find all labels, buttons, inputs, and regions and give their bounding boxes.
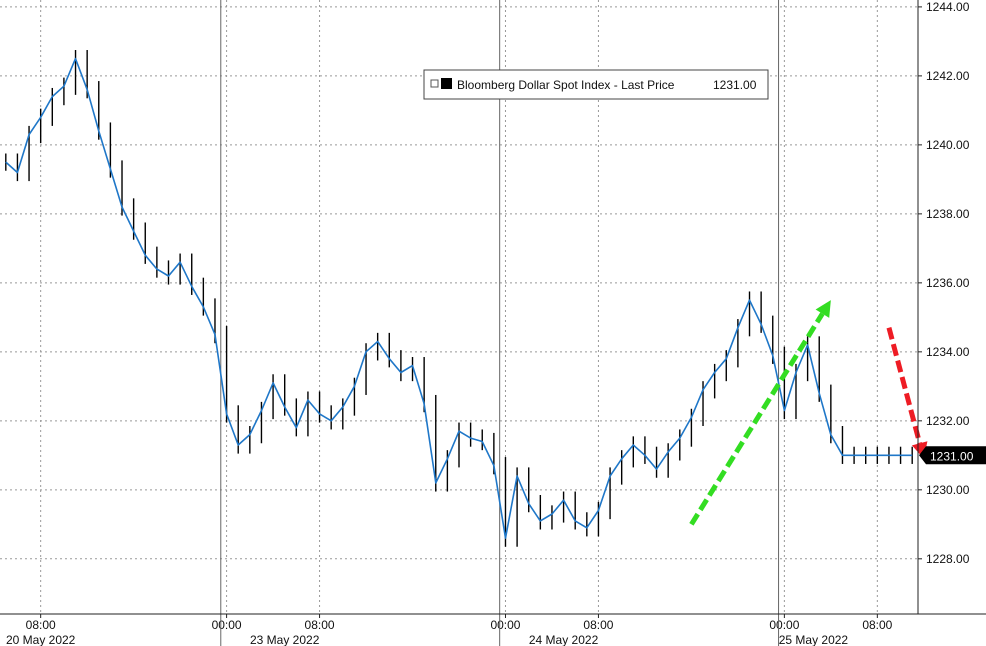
y-tick-label: 1240.00 bbox=[926, 138, 970, 152]
trend-arrow-shaft bbox=[689, 312, 825, 526]
x-date-label: 24 May 2022 bbox=[529, 633, 599, 646]
x-date-label: 20 May 2022 bbox=[6, 633, 76, 646]
x-tick-label: 08:00 bbox=[26, 618, 56, 632]
legend-box: Bloomberg Dollar Spot Index - Last Price… bbox=[423, 69, 769, 100]
x-tick-label: 08:00 bbox=[305, 618, 335, 632]
trend-arrow-shaft bbox=[886, 327, 923, 444]
x-tick-label: 00:00 bbox=[769, 618, 799, 632]
series-layer bbox=[5, 50, 913, 547]
x-tick-label: 00:00 bbox=[212, 618, 242, 632]
y-tick-label: 1230.00 bbox=[926, 483, 970, 497]
y-tick-label: 1236.00 bbox=[926, 276, 970, 290]
trend-arrow-head bbox=[815, 300, 831, 318]
x-date-label: 25 May 2022 bbox=[779, 633, 849, 646]
last-price-tag-bg bbox=[919, 446, 986, 465]
x-date-label: 23 May 2022 bbox=[250, 633, 320, 646]
legend-last-price: 1231.00 bbox=[713, 78, 757, 92]
y-tick-label: 1238.00 bbox=[926, 207, 970, 221]
x-tick-label: 08:00 bbox=[583, 618, 613, 632]
legend-series-swatch bbox=[441, 78, 452, 89]
legend-toggle-icon[interactable] bbox=[430, 79, 439, 88]
last-price-tag: 1231.00 bbox=[919, 446, 986, 465]
legend-label: Bloomberg Dollar Spot Index - Last Price bbox=[457, 78, 675, 92]
last-price-tag-value: 1231.00 bbox=[930, 449, 974, 463]
x-tick-label: 00:00 bbox=[490, 618, 520, 632]
price-line bbox=[5, 57, 913, 539]
y-tick-label: 1242.00 bbox=[926, 69, 970, 83]
y-tick-label: 1234.00 bbox=[926, 345, 970, 359]
x-tick-label: 08:00 bbox=[862, 618, 892, 632]
y-tick-label: 1244.00 bbox=[926, 0, 970, 14]
y-tick-label: 1228.00 bbox=[926, 552, 970, 566]
y-tick-label: 1232.00 bbox=[926, 414, 970, 428]
legend-frame bbox=[423, 69, 769, 100]
